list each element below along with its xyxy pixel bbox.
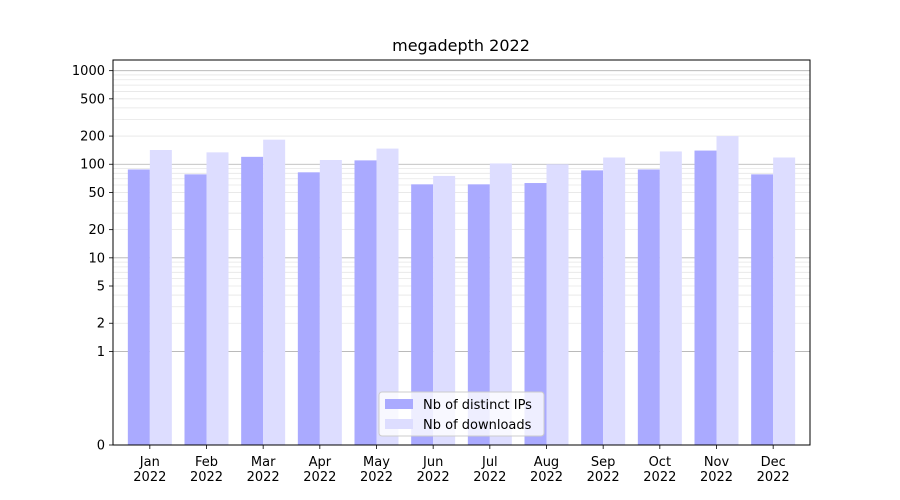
y-tick-label: 200 [80, 130, 105, 145]
x-tick-label: 2022 [643, 470, 676, 485]
x-tick-label: 2022 [247, 470, 280, 485]
x-tick-label: Aug [534, 455, 559, 470]
bar-distinct-ips [581, 170, 603, 445]
x-tick-label: 2022 [417, 470, 450, 485]
bar-downloads [717, 136, 739, 445]
bar-downloads [660, 151, 682, 445]
bar-distinct-ips [695, 151, 717, 445]
bar-distinct-ips [751, 174, 773, 445]
y-tick-label: 10 [88, 251, 105, 266]
bar-distinct-ips [185, 174, 207, 445]
bar-distinct-ips [638, 169, 660, 445]
bar-distinct-ips [298, 172, 320, 445]
legend-label-distinct-ips: Nb of distinct IPs [423, 398, 532, 413]
x-tick-label: Jan [139, 455, 160, 470]
x-tick-label: Jul [481, 455, 498, 470]
bar-downloads [207, 152, 229, 445]
bar-downloads [773, 158, 795, 445]
x-tick-label: Mar [251, 455, 276, 470]
y-tick-label: 0 [97, 439, 105, 454]
y-tick-label: 2 [97, 317, 105, 332]
y-tick-label: 1000 [72, 64, 105, 79]
legend: Nb of distinct IPs Nb of downloads [379, 392, 544, 436]
y-tick-label: 50 [88, 186, 105, 201]
legend-swatch-distinct-ips [385, 399, 413, 409]
y-tick-label: 20 [88, 223, 105, 238]
y-tick-label: 100 [80, 158, 105, 173]
bar-downloads [603, 158, 625, 445]
bar-distinct-ips [355, 160, 377, 445]
x-tick-label: 2022 [190, 470, 223, 485]
x-tick-label: May [363, 455, 390, 470]
legend-label-downloads: Nb of downloads [423, 418, 532, 433]
x-tick-label: 2022 [587, 470, 620, 485]
x-tick-label: 2022 [360, 470, 393, 485]
bar-downloads [150, 150, 172, 445]
x-tick-label: 2022 [700, 470, 733, 485]
chart-title: megadepth 2022 [392, 36, 530, 55]
y-tick-label: 500 [80, 92, 105, 107]
x-tick-label: 2022 [473, 470, 506, 485]
y-tick-label: 1 [97, 345, 105, 360]
x-tick-label: Apr [309, 455, 332, 470]
x-tick-label: Oct [649, 455, 671, 470]
x-tick-label: 2022 [530, 470, 563, 485]
legend-swatch-downloads [385, 419, 413, 429]
x-tick-label: Jun [422, 455, 443, 470]
x-tick-label: Dec [761, 455, 786, 470]
bar-distinct-ips [128, 169, 150, 445]
x-tick-label: 2022 [303, 470, 336, 485]
y-tick-label: 5 [97, 280, 105, 295]
x-tick-label: Nov [704, 455, 730, 470]
bar-downloads [547, 164, 569, 445]
x-tick-label: 2022 [133, 470, 166, 485]
x-tick-label: Feb [195, 455, 218, 470]
bar-distinct-ips [241, 157, 263, 445]
bar-downloads [263, 140, 285, 445]
x-tick-label: Sep [591, 455, 616, 470]
bar-downloads [320, 160, 342, 445]
x-tick-label: 2022 [757, 470, 790, 485]
